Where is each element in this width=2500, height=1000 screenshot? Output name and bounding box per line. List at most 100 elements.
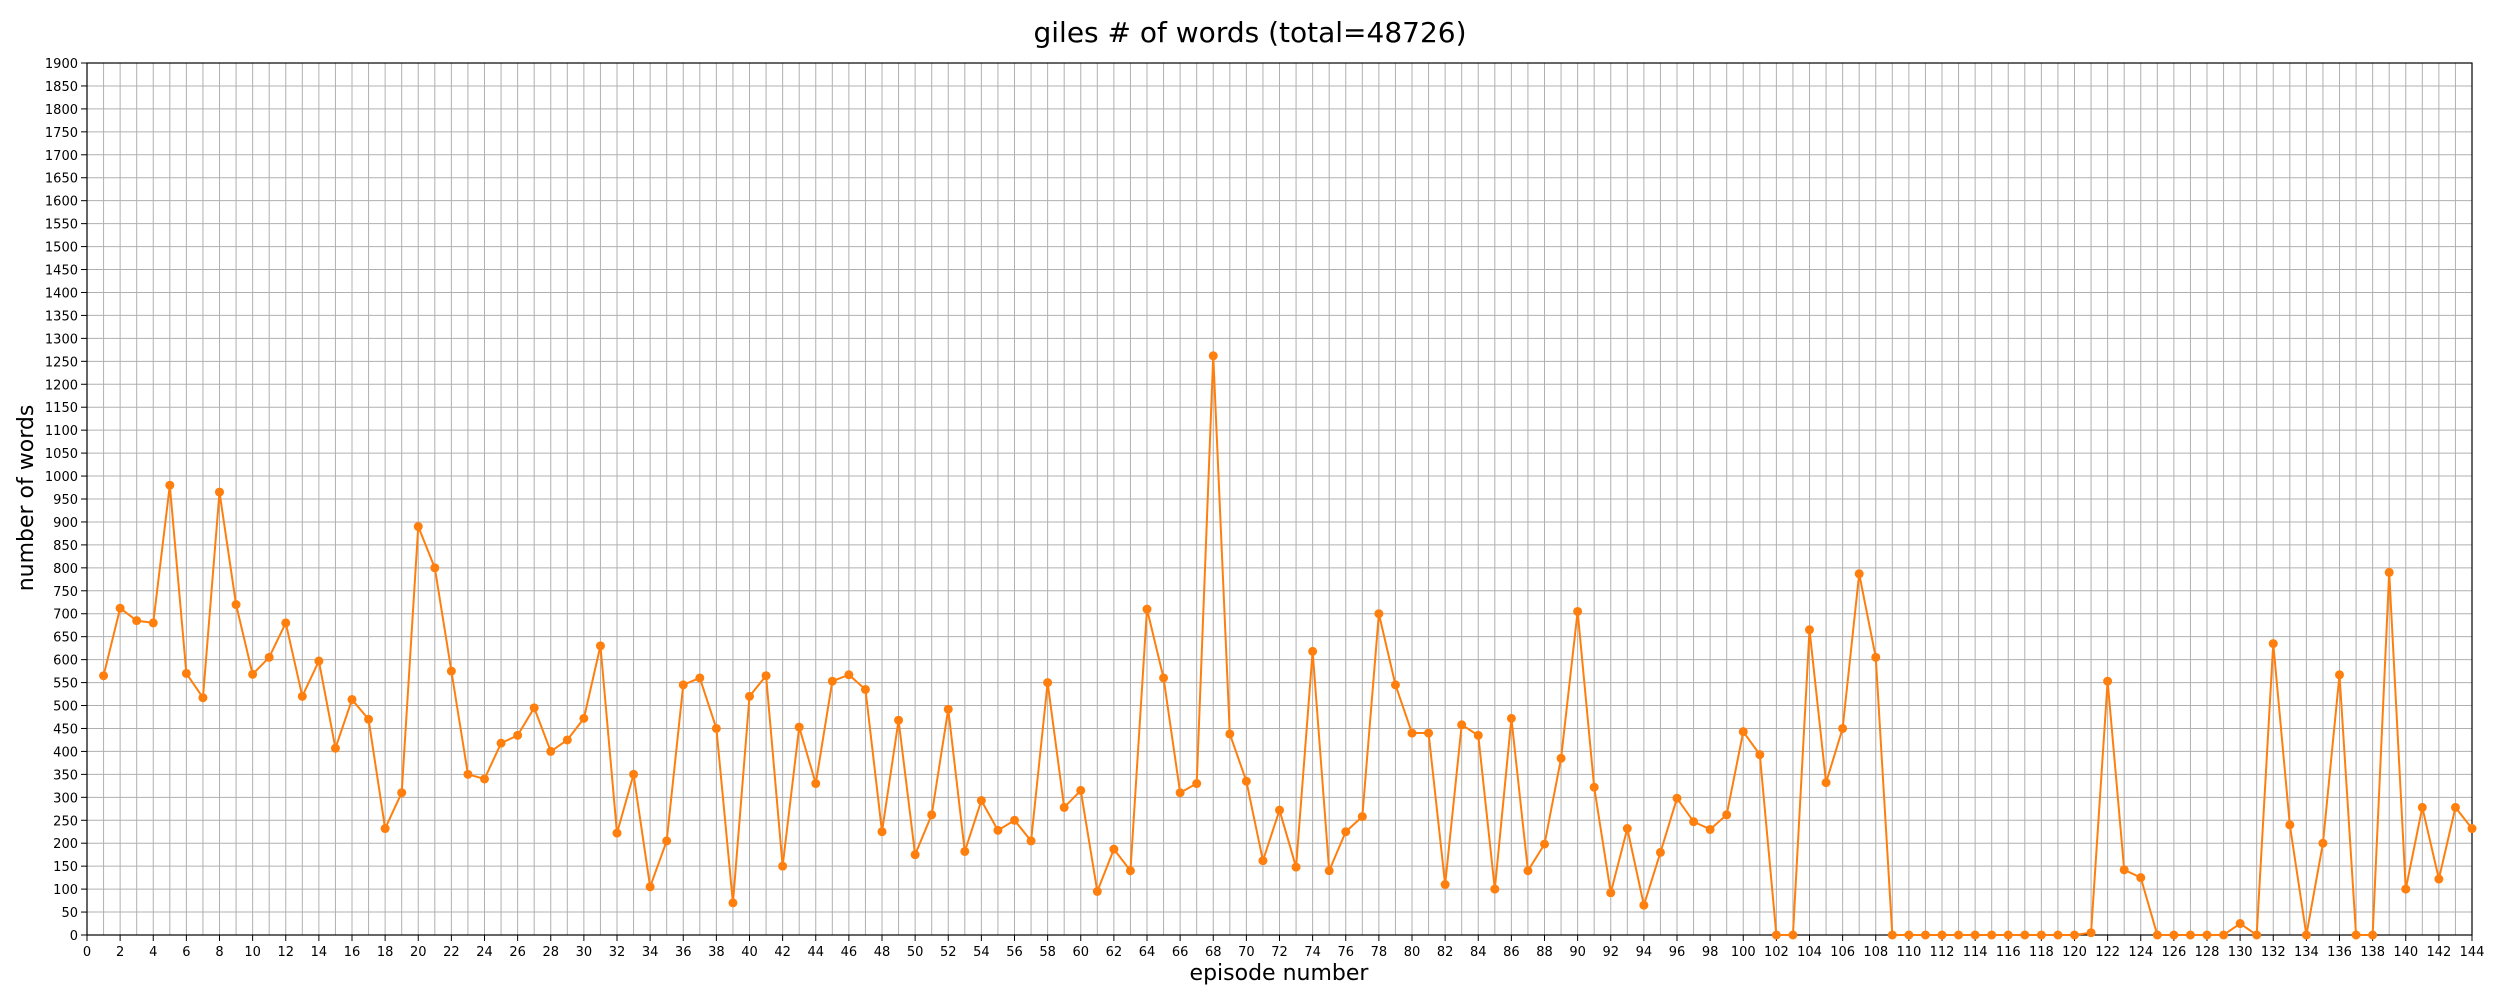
data-point (529, 703, 539, 713)
data-point (115, 603, 125, 613)
x-tick-label: 38 (708, 945, 725, 960)
y-tick-label: 0 (70, 929, 78, 944)
data-point (1540, 839, 1549, 849)
data-point (2136, 873, 2146, 883)
y-tick-label: 850 (53, 539, 78, 554)
data-point (215, 487, 224, 497)
data-point (2036, 930, 2046, 940)
x-tick-label: 96 (1669, 945, 1686, 960)
data-point (1672, 793, 1682, 803)
data-point (264, 652, 274, 662)
x-tick-label: 46 (841, 945, 858, 960)
x-tick-label: 62 (1106, 945, 1123, 960)
data-point (1275, 805, 1284, 815)
data-point (1722, 810, 1732, 820)
data-point (595, 641, 605, 651)
data-point (1208, 351, 1218, 361)
data-point (2335, 670, 2344, 680)
data-point (446, 666, 456, 676)
data-point (297, 691, 307, 701)
data-point (1904, 930, 1914, 940)
x-tick-label: 22 (443, 945, 460, 960)
data-point (181, 668, 191, 678)
data-point (612, 828, 622, 838)
y-tick-label: 450 (53, 722, 78, 737)
data-point (678, 680, 688, 690)
x-tick-label: 122 (2095, 945, 2120, 960)
data-point (943, 704, 953, 714)
data-point (2252, 930, 2262, 940)
data-point (2401, 884, 2411, 894)
x-tick-label: 116 (1996, 945, 2021, 960)
data-point (1159, 673, 1169, 683)
data-point (2467, 824, 2477, 834)
x-tick-label: 30 (576, 945, 593, 960)
x-tick-label: 74 (1304, 945, 1321, 960)
data-point (1788, 930, 1798, 940)
y-tick-label: 900 (53, 516, 78, 531)
data-point (198, 693, 208, 703)
x-axis-ticks: 0 2 4 6 8 10 12 14 16 18 20 22 24 26 28 30 32 34 36 38 40 42 4… (83, 935, 2484, 960)
data-point (2450, 802, 2460, 812)
y-tick-label: 650 (53, 631, 78, 646)
data-point (1838, 723, 1848, 733)
data-point (894, 715, 904, 725)
y-tick-label: 1250 (45, 355, 78, 370)
data-point (397, 788, 407, 798)
data-point (629, 769, 639, 779)
data-point (960, 846, 970, 856)
y-tick-label: 1500 (45, 241, 78, 256)
data-point (1771, 930, 1781, 940)
data-point (1192, 779, 1202, 789)
y-tick-label: 1800 (45, 103, 78, 118)
y-tick-label: 350 (53, 768, 78, 783)
x-tick-label: 134 (2294, 945, 2319, 960)
x-tick-label: 78 (1371, 945, 1388, 960)
data-point (1920, 930, 1930, 940)
y-tick-label: 1450 (45, 264, 78, 279)
data-point (2318, 838, 2328, 848)
x-tick-label: 110 (1896, 945, 1921, 960)
data-point (1076, 785, 1086, 795)
data-point (1473, 730, 1483, 740)
data-point (2268, 639, 2278, 649)
data-point (1059, 802, 1069, 812)
x-tick-label: 124 (2128, 945, 2153, 960)
x-tick-label: 60 (1072, 945, 1089, 960)
data-point (860, 684, 870, 694)
data-point (1092, 886, 1102, 896)
data-point (2368, 930, 2378, 940)
y-tick-label: 1400 (45, 286, 78, 301)
data-point (728, 898, 738, 908)
x-tick-label: 70 (1238, 945, 1255, 960)
data-point (711, 723, 721, 733)
data-point (2384, 567, 2394, 577)
data-point (2202, 930, 2212, 940)
x-tick-label: 4 (149, 945, 157, 960)
data-point (1937, 930, 1947, 940)
data-point (778, 861, 788, 871)
data-point (877, 827, 887, 837)
data-point (2169, 930, 2179, 940)
x-tick-label: 130 (2228, 945, 2253, 960)
x-tick-label: 132 (2261, 945, 2286, 960)
data-point (1970, 930, 1980, 940)
x-tick-label: 92 (1602, 945, 1619, 960)
plot-frame (86, 62, 2473, 936)
data-point (1109, 844, 1119, 854)
data-point (1589, 782, 1599, 792)
y-tick-label: 1350 (45, 309, 78, 324)
x-tick-label: 10 (244, 945, 261, 960)
x-tick-label: 52 (940, 945, 957, 960)
data-point (579, 713, 589, 723)
x-tick-label: 72 (1271, 945, 1288, 960)
data-point (811, 779, 821, 789)
x-tick-label: 120 (2062, 945, 2087, 960)
y-tick-label: 550 (53, 677, 78, 692)
data-point (2351, 930, 2361, 940)
x-axis-label: episode number (1190, 961, 1370, 986)
y-tick-label: 300 (53, 791, 78, 806)
x-tick-label: 56 (1006, 945, 1023, 960)
data-point (2119, 865, 2129, 875)
